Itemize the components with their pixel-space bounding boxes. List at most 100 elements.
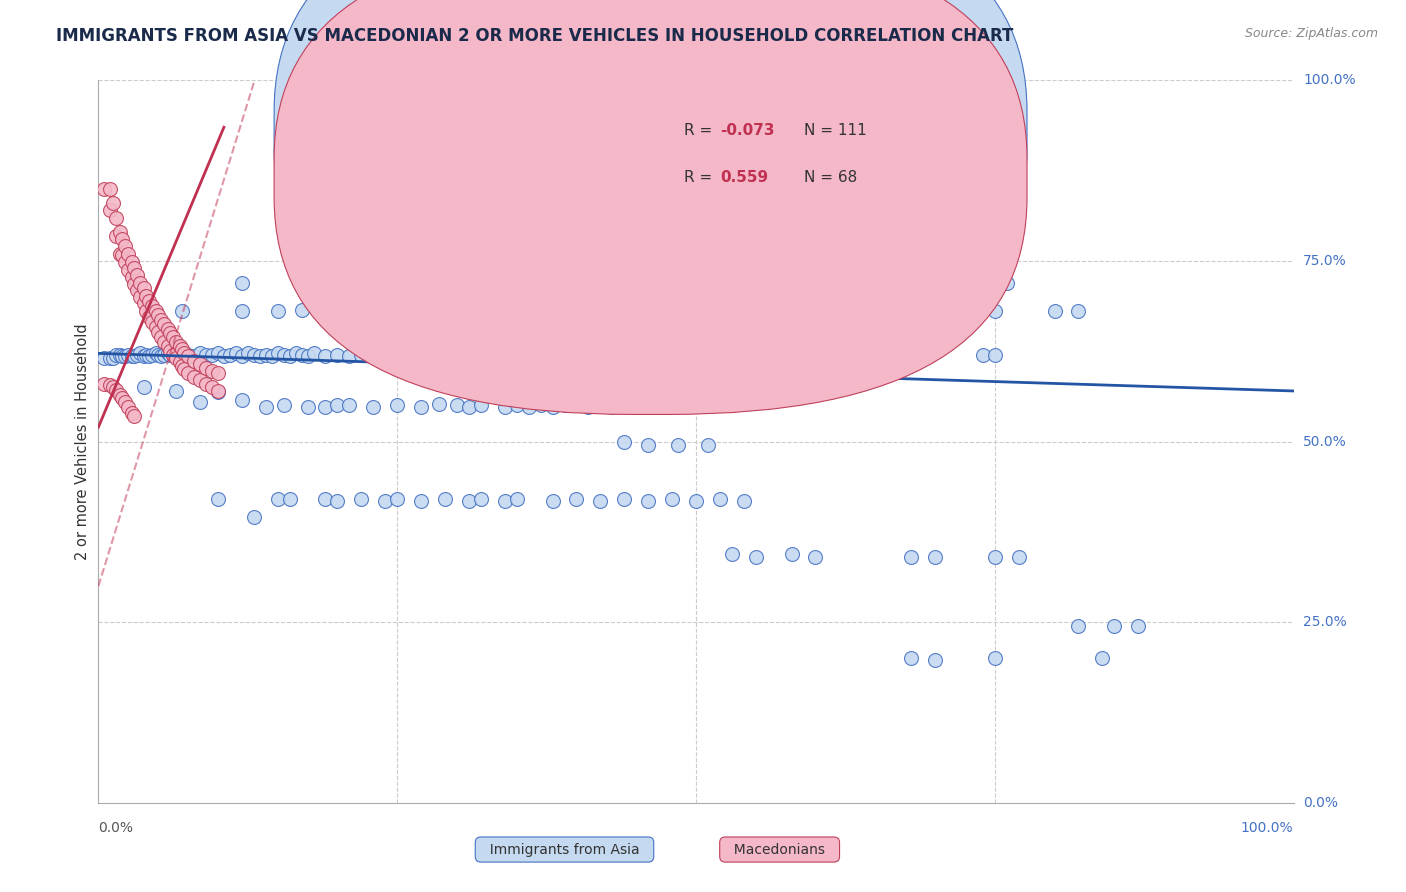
Point — [111, 391, 134, 405]
Point — [709, 235, 731, 250]
Point — [685, 348, 707, 362]
Point — [183, 349, 205, 363]
Point — [578, 348, 600, 362]
Point — [541, 400, 564, 414]
Point — [101, 351, 124, 366]
Point — [172, 342, 194, 356]
Point — [148, 325, 170, 339]
Point — [697, 438, 720, 452]
Point — [363, 400, 385, 414]
Point — [188, 373, 211, 387]
Point — [1128, 619, 1150, 633]
Text: R =: R = — [685, 123, 717, 138]
Point — [138, 349, 160, 363]
Text: Macedonians: Macedonians — [725, 843, 834, 856]
Point — [374, 348, 396, 362]
Point — [207, 346, 229, 360]
Text: Immigrants from Asia: Immigrants from Asia — [481, 843, 648, 856]
Point — [98, 203, 122, 218]
FancyBboxPatch shape — [274, 0, 1026, 415]
Point — [745, 550, 768, 565]
Point — [195, 360, 218, 375]
Point — [326, 304, 349, 318]
Point — [350, 348, 373, 362]
Point — [108, 225, 131, 239]
Point — [506, 348, 529, 362]
Text: 75.0%: 75.0% — [1303, 254, 1347, 268]
Point — [865, 349, 887, 363]
Point — [111, 232, 134, 246]
Point — [481, 276, 505, 290]
Point — [201, 348, 224, 362]
Text: 0.0%: 0.0% — [98, 821, 134, 835]
Point — [554, 349, 576, 363]
Point — [172, 359, 194, 373]
Point — [411, 348, 433, 362]
Point — [98, 378, 122, 392]
Point — [661, 492, 683, 507]
Point — [385, 398, 409, 412]
Point — [145, 346, 167, 360]
Point — [385, 346, 409, 360]
Point — [637, 398, 659, 412]
Point — [121, 349, 143, 363]
Point — [121, 269, 143, 284]
Point — [153, 318, 176, 332]
Point — [249, 349, 271, 363]
Point — [297, 400, 319, 414]
Point — [315, 492, 337, 507]
Point — [315, 349, 337, 363]
Point — [169, 339, 191, 353]
Point — [733, 304, 755, 318]
Point — [98, 351, 122, 366]
Point — [169, 346, 191, 360]
Point — [768, 349, 790, 363]
Point — [101, 196, 124, 211]
Point — [541, 348, 564, 362]
Point — [125, 348, 148, 362]
Point — [114, 239, 136, 253]
Point — [117, 262, 139, 277]
Point — [291, 303, 314, 318]
Point — [149, 330, 172, 344]
Point — [183, 353, 205, 368]
Point — [900, 651, 922, 665]
Point — [219, 348, 242, 362]
Point — [141, 299, 163, 313]
Point — [828, 349, 851, 363]
Point — [302, 346, 325, 360]
Point — [828, 276, 851, 290]
Point — [1067, 619, 1090, 633]
Point — [530, 346, 553, 360]
Point — [350, 304, 373, 318]
Point — [132, 295, 155, 310]
Point — [162, 346, 184, 360]
Point — [900, 550, 922, 565]
Point — [114, 394, 136, 409]
Point — [141, 315, 163, 329]
Point — [911, 276, 934, 290]
Point — [129, 346, 152, 360]
Point — [135, 348, 157, 362]
Point — [207, 366, 229, 380]
Point — [114, 349, 136, 363]
Point — [613, 492, 636, 507]
Point — [225, 346, 247, 360]
Point — [685, 304, 707, 318]
Point — [446, 398, 468, 412]
Point — [108, 246, 131, 260]
Point — [709, 303, 731, 318]
Text: IMMIGRANTS FROM ASIA VS MACEDONIAN 2 OR MORE VEHICLES IN HOUSEHOLD CORRELATION C: IMMIGRANTS FROM ASIA VS MACEDONIAN 2 OR … — [56, 27, 1014, 45]
Point — [602, 400, 624, 414]
Point — [339, 349, 361, 363]
Point — [709, 346, 731, 360]
Point — [541, 274, 564, 288]
Point — [101, 380, 124, 394]
Point — [565, 348, 588, 362]
Point — [637, 303, 659, 318]
Point — [93, 376, 115, 391]
Point — [132, 380, 155, 394]
Point — [183, 369, 205, 384]
Point — [207, 492, 229, 507]
Point — [637, 493, 659, 508]
